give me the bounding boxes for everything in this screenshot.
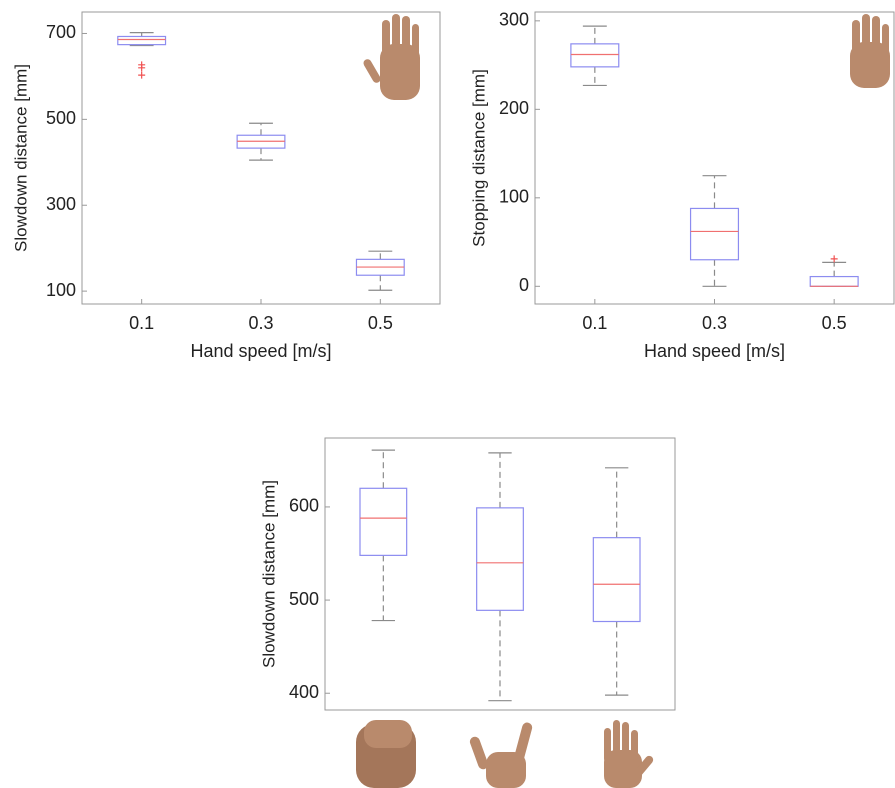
y-axis-label: Slowdown distance [mm] (11, 64, 30, 252)
y-tick-label: 500 (289, 589, 319, 609)
y-tick-label: 400 (289, 682, 319, 702)
box (593, 538, 640, 622)
x-tick-label: 0.5 (368, 313, 393, 333)
y-axis-label: Stopping distance [mm] (469, 69, 488, 247)
y-tick-label: 600 (289, 496, 319, 516)
box (691, 208, 739, 259)
outlier (138, 72, 145, 79)
figure: 100 300 500 700 Slowdown distance [mm] Hand s… (0, 0, 895, 788)
y-tick-label: 0 (519, 275, 529, 295)
box (571, 44, 619, 67)
outlier (831, 255, 838, 262)
y-axis-label: Slowdown distance [mm] (259, 480, 278, 668)
box (810, 277, 858, 287)
box (118, 36, 166, 44)
x-tick-label: 0.3 (248, 313, 273, 333)
y-tick-label: 200 (499, 98, 529, 118)
open-hand-icon (850, 14, 890, 88)
y-tick-label: 100 (499, 187, 529, 207)
y-tick-label: 700 (46, 22, 76, 42)
x-tick-label: 0.5 (822, 313, 847, 333)
x-tick-label: 0.1 (582, 313, 607, 333)
fist-icon (356, 720, 416, 788)
y-tick-label: 300 (499, 10, 529, 30)
x-tick-label: 0.1 (129, 313, 154, 333)
y-tick-label: 300 (46, 194, 76, 214)
y-tick-label: 500 (46, 108, 76, 128)
open-hand-icon (362, 14, 420, 100)
x-axis-label: Hand speed [m/s] (644, 341, 785, 361)
box (477, 508, 524, 610)
cupped-hand-icon (468, 721, 533, 788)
x-axis-label: Hand speed [m/s] (190, 341, 331, 361)
box (360, 488, 407, 555)
x-tick-label: 0.3 (702, 313, 727, 333)
open-hand-icon (604, 720, 655, 788)
y-tick-label: 100 (46, 280, 76, 300)
